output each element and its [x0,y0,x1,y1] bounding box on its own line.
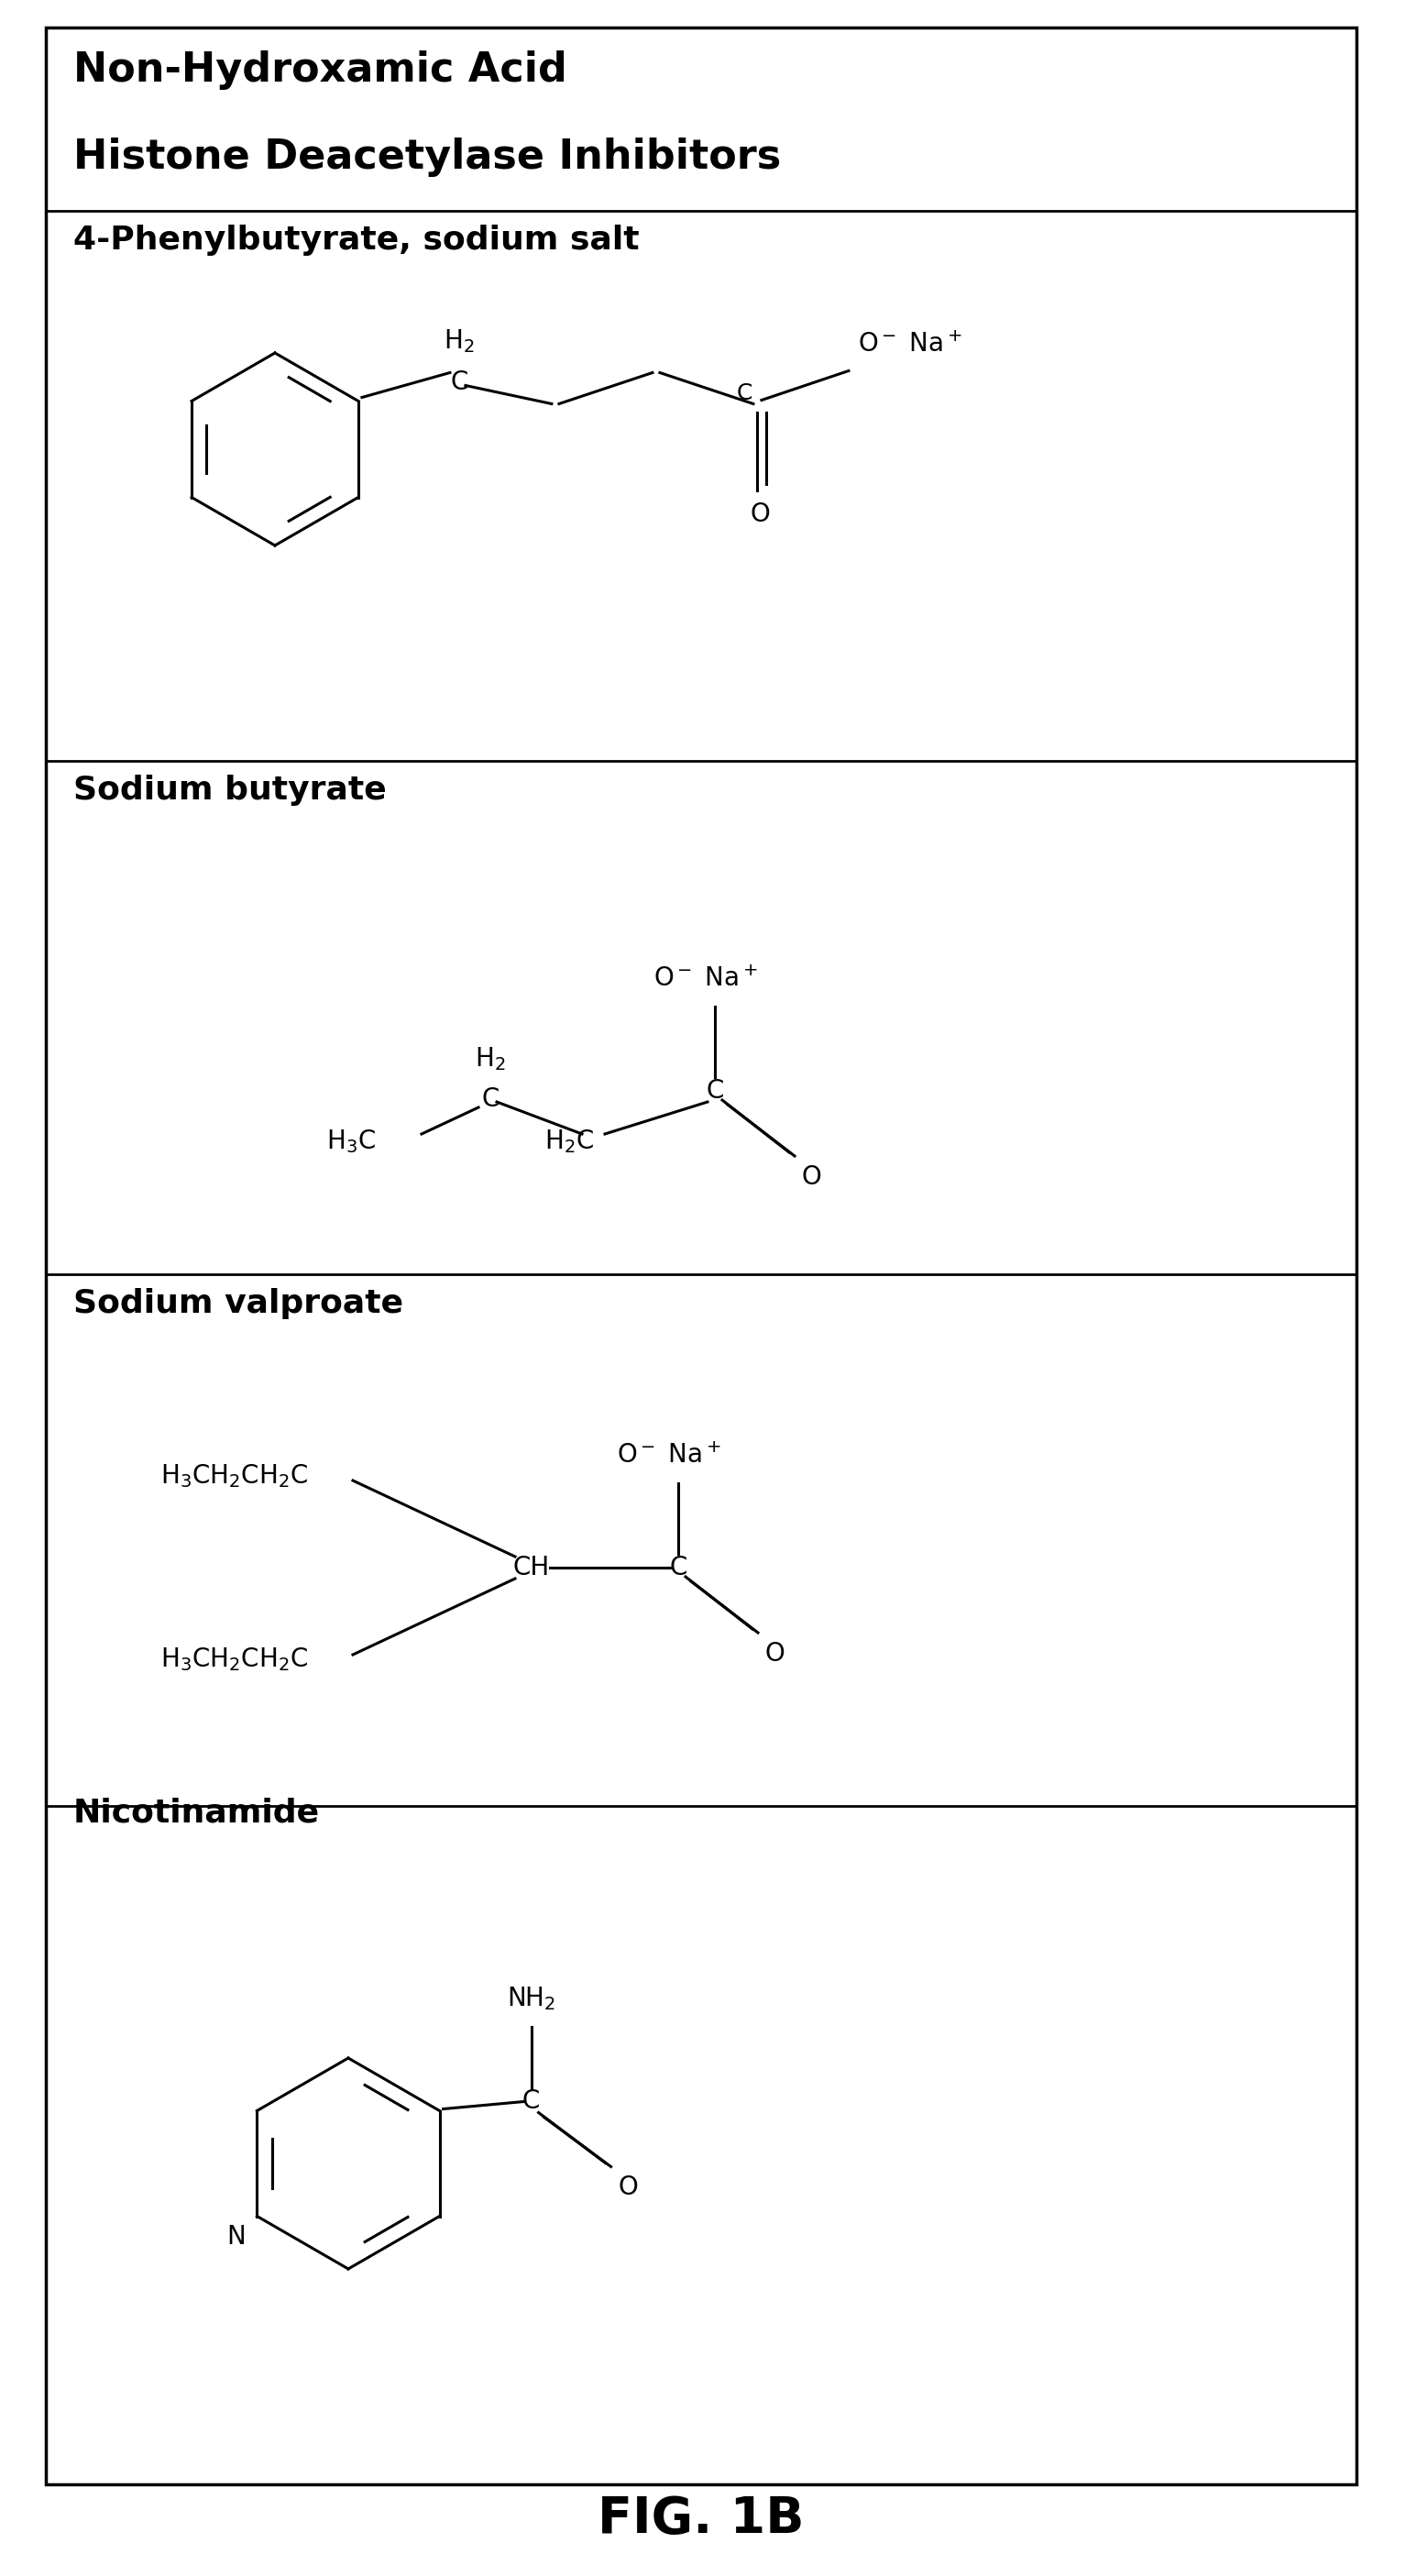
Text: FIG. 1B: FIG. 1B [597,2494,805,2545]
Text: O$^-$ Na$^+$: O$^-$ Na$^+$ [653,966,757,992]
Text: Histone Deacetylase Inhibitors: Histone Deacetylase Inhibitors [73,137,781,178]
Text: O$^-$ Na$^+$: O$^-$ Na$^+$ [617,1443,721,1468]
Text: Non-Hydroxamic Acid: Non-Hydroxamic Acid [73,52,568,90]
Text: O: O [766,1641,785,1667]
Text: Sodium butyrate: Sodium butyrate [73,775,386,806]
Text: C: C [669,1556,687,1582]
Text: C: C [450,368,468,394]
Text: H$_2$: H$_2$ [444,327,475,355]
Text: H$_3$CH$_2$CH$_2$C: H$_3$CH$_2$CH$_2$C [160,1463,308,1489]
Text: O$^-$ Na$^+$: O$^-$ Na$^+$ [858,332,962,358]
Text: C: C [523,2089,540,2115]
Text: O: O [618,2174,638,2200]
Text: NH$_2$: NH$_2$ [507,1984,555,2012]
Text: O: O [802,1164,822,1190]
Text: C: C [482,1087,499,1113]
Text: H$_3$CH$_2$CH$_2$C: H$_3$CH$_2$CH$_2$C [160,1646,308,1672]
Text: C: C [736,381,753,404]
Text: H$_3$C: H$_3$C [326,1128,375,1154]
Text: O: O [750,500,770,526]
Text: N: N [228,2223,246,2249]
Text: CH: CH [513,1556,549,1582]
Text: Nicotinamide: Nicotinamide [73,1798,320,1829]
Text: C: C [705,1079,724,1103]
Text: Sodium valproate: Sodium valproate [73,1288,403,1319]
Text: H$_2$C: H$_2$C [544,1128,594,1154]
Text: 4-Phenylbutyrate, sodium salt: 4-Phenylbutyrate, sodium salt [73,224,639,255]
Text: H$_2$: H$_2$ [475,1046,506,1072]
